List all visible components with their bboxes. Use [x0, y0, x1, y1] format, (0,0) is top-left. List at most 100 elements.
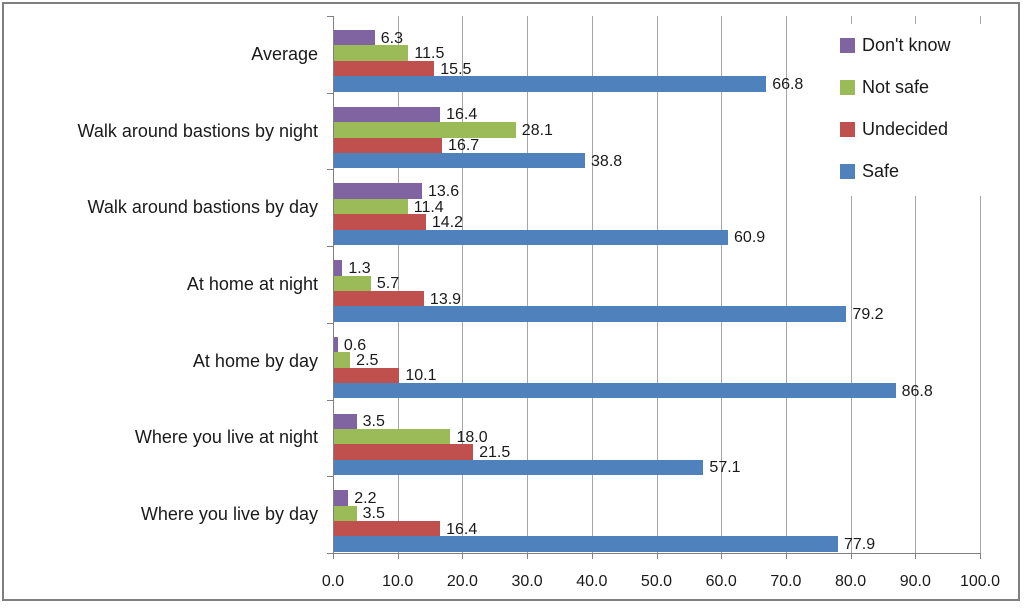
- gridline: [980, 16, 981, 553]
- y-axis-tick: [327, 399, 333, 401]
- x-axis-tick: [915, 553, 917, 559]
- x-tick-label: 30.0: [511, 573, 543, 590]
- bar: [334, 214, 426, 230]
- category-label: Average: [251, 43, 318, 64]
- bar-value-label: 60.9: [734, 229, 766, 247]
- bar-value-label: 3.5: [362, 413, 385, 431]
- bar-value-label: 10.1: [405, 367, 437, 385]
- axis-layer: [4, 4, 1018, 599]
- bar: [334, 45, 409, 61]
- chart-frame: 6.3 11.5 15.5 66.8 16.4 28.1 16.7 38.8 13.6 11.4 1…: [2, 2, 1020, 601]
- y-axis-tick: [327, 553, 333, 554]
- label-layer: 0.0 10.0 20.0 30.0 40.0 50.0 60.0 70.0 80.0 90.0 1…: [4, 4, 1018, 599]
- x-tick-label: 0.0: [321, 573, 345, 590]
- legend: Don't know Not safe Undecided Safe: [840, 24, 982, 196]
- bar-value-label: 1.3: [348, 259, 371, 277]
- gridline: [721, 16, 723, 553]
- gridline: [915, 16, 917, 553]
- x-tick-label: 70.0: [770, 573, 802, 590]
- bar-value-label: 13.6: [427, 183, 460, 201]
- bar: [334, 490, 349, 506]
- bar: [334, 275, 371, 291]
- legend-item: Undecided: [840, 108, 982, 150]
- bar: [334, 413, 357, 429]
- bar-value-label: 57.1: [709, 459, 741, 477]
- category-label: Where you live at night: [134, 427, 318, 448]
- legend-swatch: [840, 121, 855, 137]
- x-tick-label: 40.0: [576, 573, 608, 590]
- bar-value-label: 16.7: [448, 137, 480, 155]
- legend-item: Not safe: [840, 66, 982, 108]
- bar: [334, 459, 704, 476]
- bar: [334, 367, 400, 384]
- bar: [334, 536, 838, 552]
- gridline: [527, 16, 529, 553]
- x-axis-tick: [850, 553, 852, 559]
- gridline: [397, 16, 399, 553]
- x-tick-label: 80.0: [835, 573, 867, 590]
- x-axis-tick: [656, 553, 658, 559]
- gridline: [462, 16, 464, 553]
- x-tick-label: 60.0: [705, 573, 737, 590]
- bar: [334, 183, 422, 199]
- bar-value-label: 14.2: [431, 213, 463, 231]
- bar: [334, 428, 451, 445]
- bar-value-label: 18.0: [456, 428, 488, 446]
- bar: [334, 198, 408, 215]
- x-axis-tick: [527, 553, 529, 559]
- bar-value-label: 86.8: [901, 382, 933, 400]
- category-label: Where you live by day: [140, 504, 318, 525]
- y-axis-tick: [327, 246, 333, 248]
- legend-swatch: [840, 37, 855, 53]
- gridline: [785, 16, 787, 553]
- bar-value-label: 5.7: [376, 275, 400, 293]
- bar: [334, 152, 586, 169]
- bar: [334, 260, 343, 276]
- bar: [334, 122, 516, 138]
- bar-value-label: 79.2: [852, 306, 884, 324]
- bar: [334, 306, 847, 322]
- bar-value-label: 66.8: [772, 75, 804, 93]
- legend-swatch: [840, 163, 855, 179]
- legend-label: Not safe: [862, 76, 930, 97]
- legend-item: Safe: [840, 150, 982, 192]
- bar: [334, 76, 767, 92]
- bar-value-label: 3.5: [362, 505, 385, 523]
- bar-value-label: 11.5: [414, 45, 445, 63]
- bar: [334, 290, 424, 307]
- bar-value-label: 38.8: [591, 152, 623, 170]
- bar-value-label: 2.5: [356, 351, 379, 369]
- legend-label: Undecided: [862, 118, 949, 139]
- bar-value-label: 2.2: [354, 489, 377, 507]
- bar: [334, 444, 474, 460]
- y-axis-tick: [327, 322, 333, 324]
- y-axis-line: [333, 16, 334, 553]
- bar: [334, 505, 357, 522]
- x-axis-tick: [333, 553, 334, 559]
- x-tick-label: 50.0: [640, 573, 673, 590]
- gridline: [656, 16, 658, 553]
- category-label: Walk around bastions by night: [77, 120, 318, 141]
- x-tick-label: 10.0: [382, 573, 414, 590]
- legend-label: Don't know: [862, 34, 951, 55]
- bar-value-label: 21.5: [479, 444, 511, 462]
- x-tick-label: 100.0: [959, 573, 1001, 590]
- y-axis-tick: [327, 16, 333, 17]
- x-tick-label: 20.0: [446, 573, 478, 590]
- bar-value-label: 0.6: [343, 336, 367, 354]
- bar: [334, 30, 375, 46]
- legend-swatch: [840, 79, 855, 95]
- bar-value-label: 13.9: [429, 290, 462, 308]
- bar-value-label: 11.4: [413, 198, 444, 216]
- x-axis-tick: [785, 553, 787, 559]
- bar: [334, 229, 729, 246]
- x-axis-tick: [397, 553, 399, 559]
- x-axis-tick: [591, 553, 593, 559]
- bar-value-label: 16.4: [446, 106, 478, 124]
- category-label: At home at night: [186, 273, 318, 294]
- bar: [334, 60, 435, 77]
- bar-value-label: 28.1: [521, 121, 553, 139]
- x-axis-tick: [462, 553, 464, 559]
- bar: [334, 352, 351, 368]
- bar-value-label: 16.4: [446, 520, 478, 538]
